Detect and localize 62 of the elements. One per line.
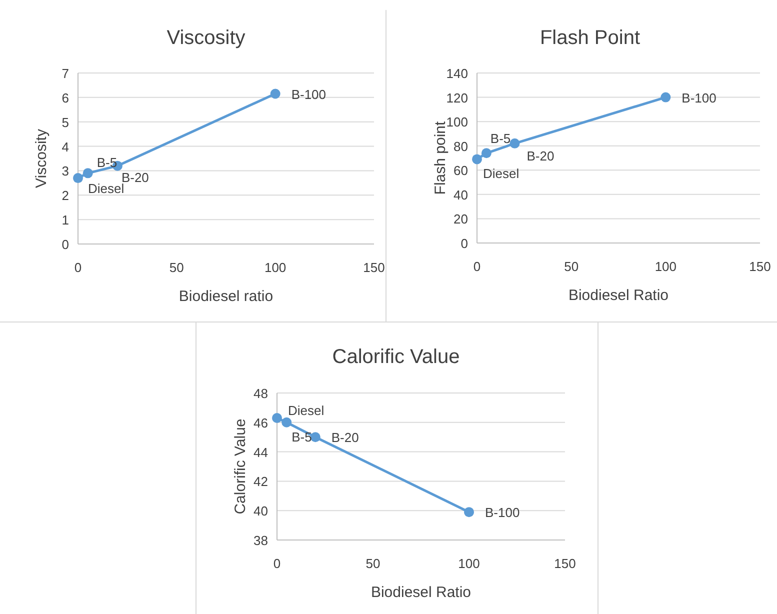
annotation: B-5 [292,429,312,444]
y-axis-title: Calorific Value [232,418,249,514]
point [472,154,482,164]
annotation: B-5 [96,155,118,170]
y-tick-label: 2 [62,188,69,204]
y-tick-label: 100 [446,114,468,130]
y-tick-label: 40 [454,187,468,202]
y-axis-title: Flash point [432,120,449,195]
y-tick-label: 140 [446,66,468,81]
x-tick-label: 100 [264,260,286,275]
y-tick-label: 120 [446,90,468,106]
y-tick-label: 42 [254,474,268,490]
y-tick-label: 1 [62,212,69,228]
y-tick-label: 7 [62,66,69,81]
chart-title: Calorific Value [332,346,460,368]
y-tick-label: 44 [254,444,268,460]
point [282,417,292,428]
annotation: B-20 [526,148,554,164]
x-axis-title: Biodiesel Ratio [568,287,669,304]
annotation: B-100 [485,505,520,520]
x-tick-label: 0 [473,259,481,274]
y-tick-label: 0 [62,237,69,252]
x-tick-label: 50 [564,259,579,274]
point [660,92,671,102]
annotation: Diesel [483,166,520,182]
point [82,168,93,178]
x-axis-title: Biodiesel ratio [178,288,274,305]
point [73,173,83,184]
point [270,88,280,99]
x-tick-label: 150 [554,556,576,571]
y-tick-label: 38 [254,533,268,548]
x-tick-label: 150 [749,259,771,274]
annotation: B-100 [291,86,326,102]
annotation: Diesel [288,402,324,418]
annotation: B-20 [331,430,359,446]
x-tick-label: 0 [74,260,82,275]
point [481,148,492,158]
y-axis-title: Viscosity [33,128,50,188]
x-tick-label: 50 [169,260,184,275]
point [510,138,520,148]
point [272,412,282,423]
y-tick-label: 40 [254,504,268,519]
chart-title: Flash Point [540,27,640,49]
x-tick-label: 0 [273,556,281,571]
annotation: B-100 [682,90,716,106]
point [464,507,474,518]
x-tick-label: 100 [654,259,677,274]
chart-title: Viscosity [166,27,246,49]
y-tick-label: 5 [62,114,69,130]
annotation: B-5 [490,131,511,146]
y-tick-label: 6 [62,90,69,106]
y-tick-label: 4 [62,139,69,154]
y-tick-label: 20 [454,212,468,227]
x-axis-title: Biodiesel Ratio [370,584,472,601]
x-tick-label: 50 [366,556,380,571]
y-tick-label: 80 [454,138,468,154]
y-tick-label: 60 [454,163,468,178]
y-tick-label: 48 [254,386,268,401]
y-tick-label: 3 [62,164,69,179]
y-tick-label: 0 [460,236,468,251]
y-tick-label: 46 [254,415,268,430]
x-tick-label: 150 [363,260,385,275]
